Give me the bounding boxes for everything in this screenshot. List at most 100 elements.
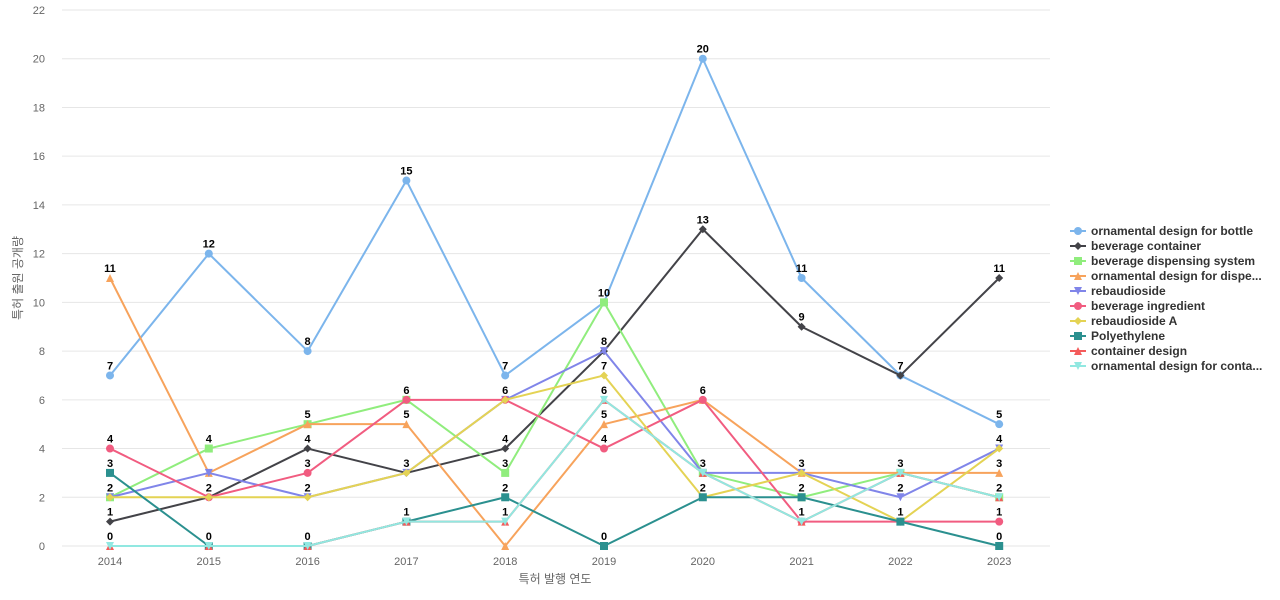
legend-item[interactable]: ornamental design for bottle [1070, 224, 1253, 238]
data-label: 1 [107, 507, 113, 519]
data-point [501, 444, 510, 453]
legend-item[interactable]: container design [1070, 344, 1187, 358]
data-label: 2 [305, 482, 311, 494]
x-tick-label: 2020 [691, 556, 715, 568]
y-tick-label: 0 [39, 541, 45, 553]
data-label: 2 [897, 482, 903, 494]
data-point [995, 420, 1004, 429]
data-point [303, 493, 312, 502]
data-point [106, 468, 114, 477]
legend-item[interactable]: rebaudioside A [1070, 314, 1178, 328]
data-point [501, 371, 510, 380]
y-tick-label: 18 [33, 102, 45, 114]
data-label: 2 [502, 482, 508, 494]
data-label: 4 [601, 434, 608, 446]
data-label: 0 [996, 531, 1002, 543]
data-point [204, 468, 213, 477]
legend-label: ornamental design for bottle [1091, 224, 1253, 238]
data-label: 6 [601, 385, 607, 397]
y-axis-title: 특허 출원 공개량 [11, 236, 25, 320]
data-label: 13 [697, 214, 709, 226]
y-tick-label: 8 [39, 346, 45, 358]
legend-item[interactable]: Polyethylene [1070, 329, 1165, 343]
data-label: 3 [107, 458, 113, 470]
data-point [402, 420, 411, 429]
data-point [797, 322, 806, 331]
data-point [303, 542, 312, 550]
data-point [896, 493, 905, 502]
y-tick-label: 20 [33, 54, 45, 66]
data-point [402, 176, 411, 185]
data-point [600, 444, 608, 453]
y-tick-label: 2 [39, 492, 45, 504]
data-point [501, 517, 510, 526]
data-label: 4 [107, 434, 114, 446]
data-label: 4 [996, 434, 1003, 446]
data-label: 3 [996, 458, 1002, 470]
legend-marker [1074, 302, 1082, 310]
data-label: 0 [601, 531, 607, 543]
y-tick-label: 4 [39, 444, 45, 456]
data-label: 11 [104, 263, 116, 275]
data-label: 3 [502, 458, 508, 470]
data-point [106, 371, 114, 380]
legend-label: ornamental design for conta... [1091, 359, 1262, 373]
series-line [110, 398, 1000, 547]
legend-item[interactable]: beverage dispensing system [1070, 254, 1255, 268]
legend-label: Polyethylene [1091, 329, 1165, 343]
x-tick-label: 2023 [987, 556, 1011, 568]
data-point [501, 395, 510, 404]
legend-label: ornamental design for dispe... [1091, 269, 1262, 283]
y-tick-label: 16 [33, 151, 45, 163]
x-tick-label: 2021 [789, 556, 813, 568]
data-label: 1 [897, 507, 903, 519]
legend-label: beverage ingredient [1091, 299, 1205, 313]
data-point [896, 517, 905, 526]
data-label: 4 [206, 434, 213, 446]
x-axis-title: 특허 발행 연도 [519, 571, 592, 586]
series-0 [106, 54, 1004, 429]
data-point [698, 468, 707, 477]
data-label: 3 [799, 458, 805, 470]
data-point [501, 542, 510, 550]
data-label: 6 [700, 385, 706, 397]
legend-item[interactable]: ornamental design for dispe... [1070, 269, 1262, 283]
legend-label: beverage container [1091, 239, 1201, 253]
data-point [896, 468, 905, 477]
data-label: 11 [796, 263, 808, 275]
data-point [698, 54, 707, 63]
x-tick-labels: 2014 2015 2016 2017 2018 2019 2020 2021 2022 2023 [98, 556, 1012, 568]
legend-item[interactable]: beverage ingredient [1070, 299, 1205, 313]
data-label: 1 [403, 507, 409, 519]
data-point [402, 517, 411, 526]
data-point [896, 371, 905, 380]
data-point [797, 493, 806, 502]
y-tick-label: 22 [33, 5, 45, 17]
legend-marker [1074, 257, 1082, 265]
data-point [600, 371, 608, 380]
x-tick-label: 2018 [493, 556, 517, 568]
data-point [303, 420, 312, 429]
data-label: 5 [305, 409, 311, 421]
data-label: 8 [305, 336, 311, 348]
data-label: 2 [996, 482, 1002, 494]
y-tick-label: 12 [33, 249, 45, 261]
legend-item[interactable]: beverage container [1070, 239, 1201, 253]
data-point [797, 274, 806, 282]
data-point [995, 468, 1004, 477]
data-point [106, 542, 114, 550]
data-label: 7 [107, 360, 113, 372]
data-label: 4 [305, 434, 312, 446]
legend-item[interactable]: rebaudioside [1070, 284, 1166, 298]
legend-marker [1074, 242, 1082, 250]
data-point [204, 444, 213, 453]
data-label: 2 [700, 482, 706, 494]
data-point [698, 225, 707, 234]
legend-label: container design [1091, 344, 1187, 358]
data-label: 4 [502, 434, 509, 446]
data-label: 15 [400, 166, 412, 178]
legend-marker [1074, 332, 1082, 340]
legend-item[interactable]: ornamental design for conta... [1070, 359, 1262, 373]
x-tick-label: 2016 [295, 556, 319, 568]
data-label: 5 [601, 409, 607, 421]
